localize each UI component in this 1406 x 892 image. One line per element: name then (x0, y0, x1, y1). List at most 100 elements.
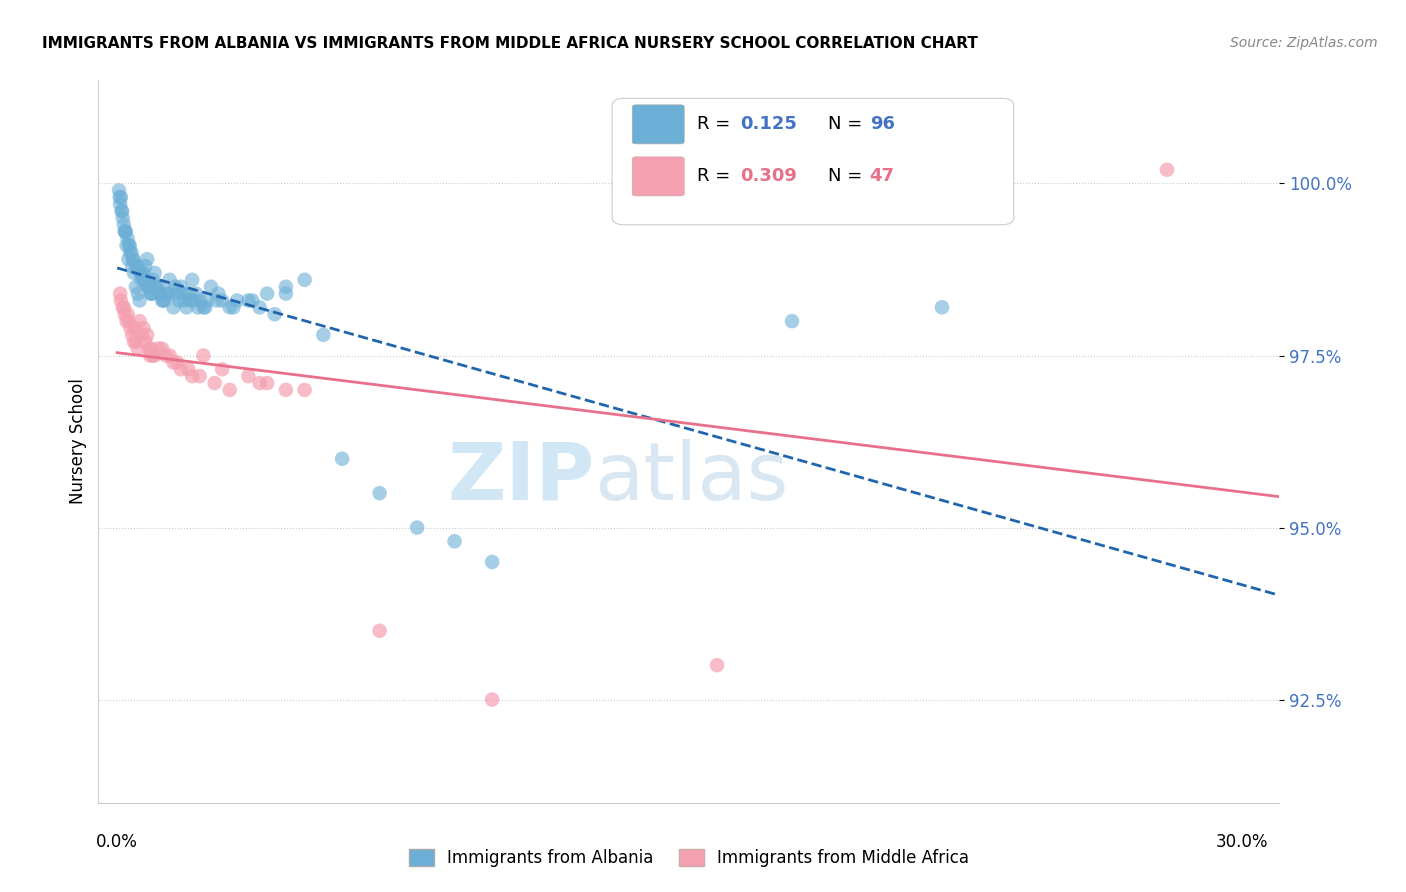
Point (111, 211, 134, 225)
Point (138, 342, 160, 356)
Point (205, 293, 228, 308)
Point (249, 301, 271, 315)
Point (204, 376, 226, 390)
Point (125, 334, 148, 349)
Point (141, 286, 163, 301)
Point (139, 342, 162, 356)
Point (218, 301, 240, 315)
Point (131, 273, 153, 287)
Point (159, 273, 181, 287)
Point (207, 286, 229, 301)
Point (160, 286, 183, 301)
Point (148, 279, 170, 293)
Point (117, 252, 139, 267)
Point (125, 259, 148, 273)
Point (443, 534, 465, 549)
Point (143, 349, 166, 363)
Text: 47: 47 (870, 167, 894, 185)
Point (780, 314, 803, 328)
Point (138, 279, 160, 293)
Point (152, 293, 174, 308)
Point (134, 259, 156, 273)
Point (125, 279, 148, 293)
Point (118, 238, 141, 252)
Point (294, 383, 316, 397)
Point (167, 293, 190, 308)
Point (256, 286, 278, 301)
Point (368, 486, 391, 500)
Point (139, 349, 162, 363)
Point (115, 314, 138, 328)
Point (118, 238, 141, 252)
Point (148, 342, 170, 356)
Point (159, 349, 181, 363)
Point (132, 266, 155, 280)
Text: 96: 96 (870, 115, 894, 133)
Point (218, 383, 240, 397)
Point (145, 279, 167, 293)
Point (256, 376, 278, 390)
FancyBboxPatch shape (633, 157, 685, 196)
Point (115, 238, 138, 252)
Point (122, 266, 145, 280)
Point (195, 293, 218, 308)
Text: R =: R = (697, 167, 737, 185)
Point (134, 273, 156, 287)
Point (181, 369, 204, 384)
Text: atlas: atlas (595, 439, 789, 516)
Point (162, 355, 184, 369)
Point (125, 259, 148, 273)
Legend: Immigrants from Albania, Immigrants from Middle Africa: Immigrants from Albania, Immigrants from… (409, 848, 969, 867)
Point (406, 520, 429, 534)
Point (117, 231, 139, 245)
Point (111, 204, 134, 219)
Point (117, 314, 139, 328)
Point (129, 266, 152, 280)
Point (111, 301, 134, 315)
Point (145, 279, 167, 293)
Point (142, 349, 165, 363)
Point (249, 376, 271, 390)
Point (132, 321, 155, 335)
Point (481, 555, 503, 569)
Point (179, 293, 201, 308)
Point (121, 259, 143, 273)
Point (108, 197, 131, 211)
Point (166, 355, 188, 369)
Point (170, 362, 193, 376)
Point (122, 252, 145, 267)
Point (211, 293, 233, 308)
FancyBboxPatch shape (633, 105, 685, 144)
Point (129, 266, 152, 280)
Point (240, 293, 263, 308)
Point (127, 286, 149, 301)
Point (128, 293, 150, 308)
Point (170, 279, 193, 293)
Point (222, 301, 245, 315)
Point (155, 349, 177, 363)
Point (139, 286, 162, 301)
Point (134, 334, 156, 349)
Point (136, 327, 159, 342)
Point (134, 273, 156, 287)
Point (194, 301, 217, 315)
Point (108, 190, 131, 204)
Text: IMMIGRANTS FROM ALBANIA VS IMMIGRANTS FROM MIDDLE AFRICA NURSERY SCHOOL CORRELAT: IMMIGRANTS FROM ALBANIA VS IMMIGRANTS FR… (42, 36, 979, 51)
Point (142, 273, 165, 287)
Text: 30.0%: 30.0% (1216, 833, 1268, 851)
Point (330, 451, 353, 466)
Text: N =: N = (828, 167, 869, 185)
Point (226, 293, 249, 308)
Point (120, 245, 142, 260)
Point (114, 225, 136, 239)
Point (193, 301, 215, 315)
Point (110, 293, 132, 308)
Point (155, 286, 177, 301)
Point (274, 286, 297, 301)
Point (211, 362, 233, 376)
Point (120, 321, 142, 335)
Text: 0.0%: 0.0% (96, 833, 138, 851)
Point (481, 692, 503, 706)
Point (274, 383, 297, 397)
Text: Source: ZipAtlas.com: Source: ZipAtlas.com (1230, 36, 1378, 50)
